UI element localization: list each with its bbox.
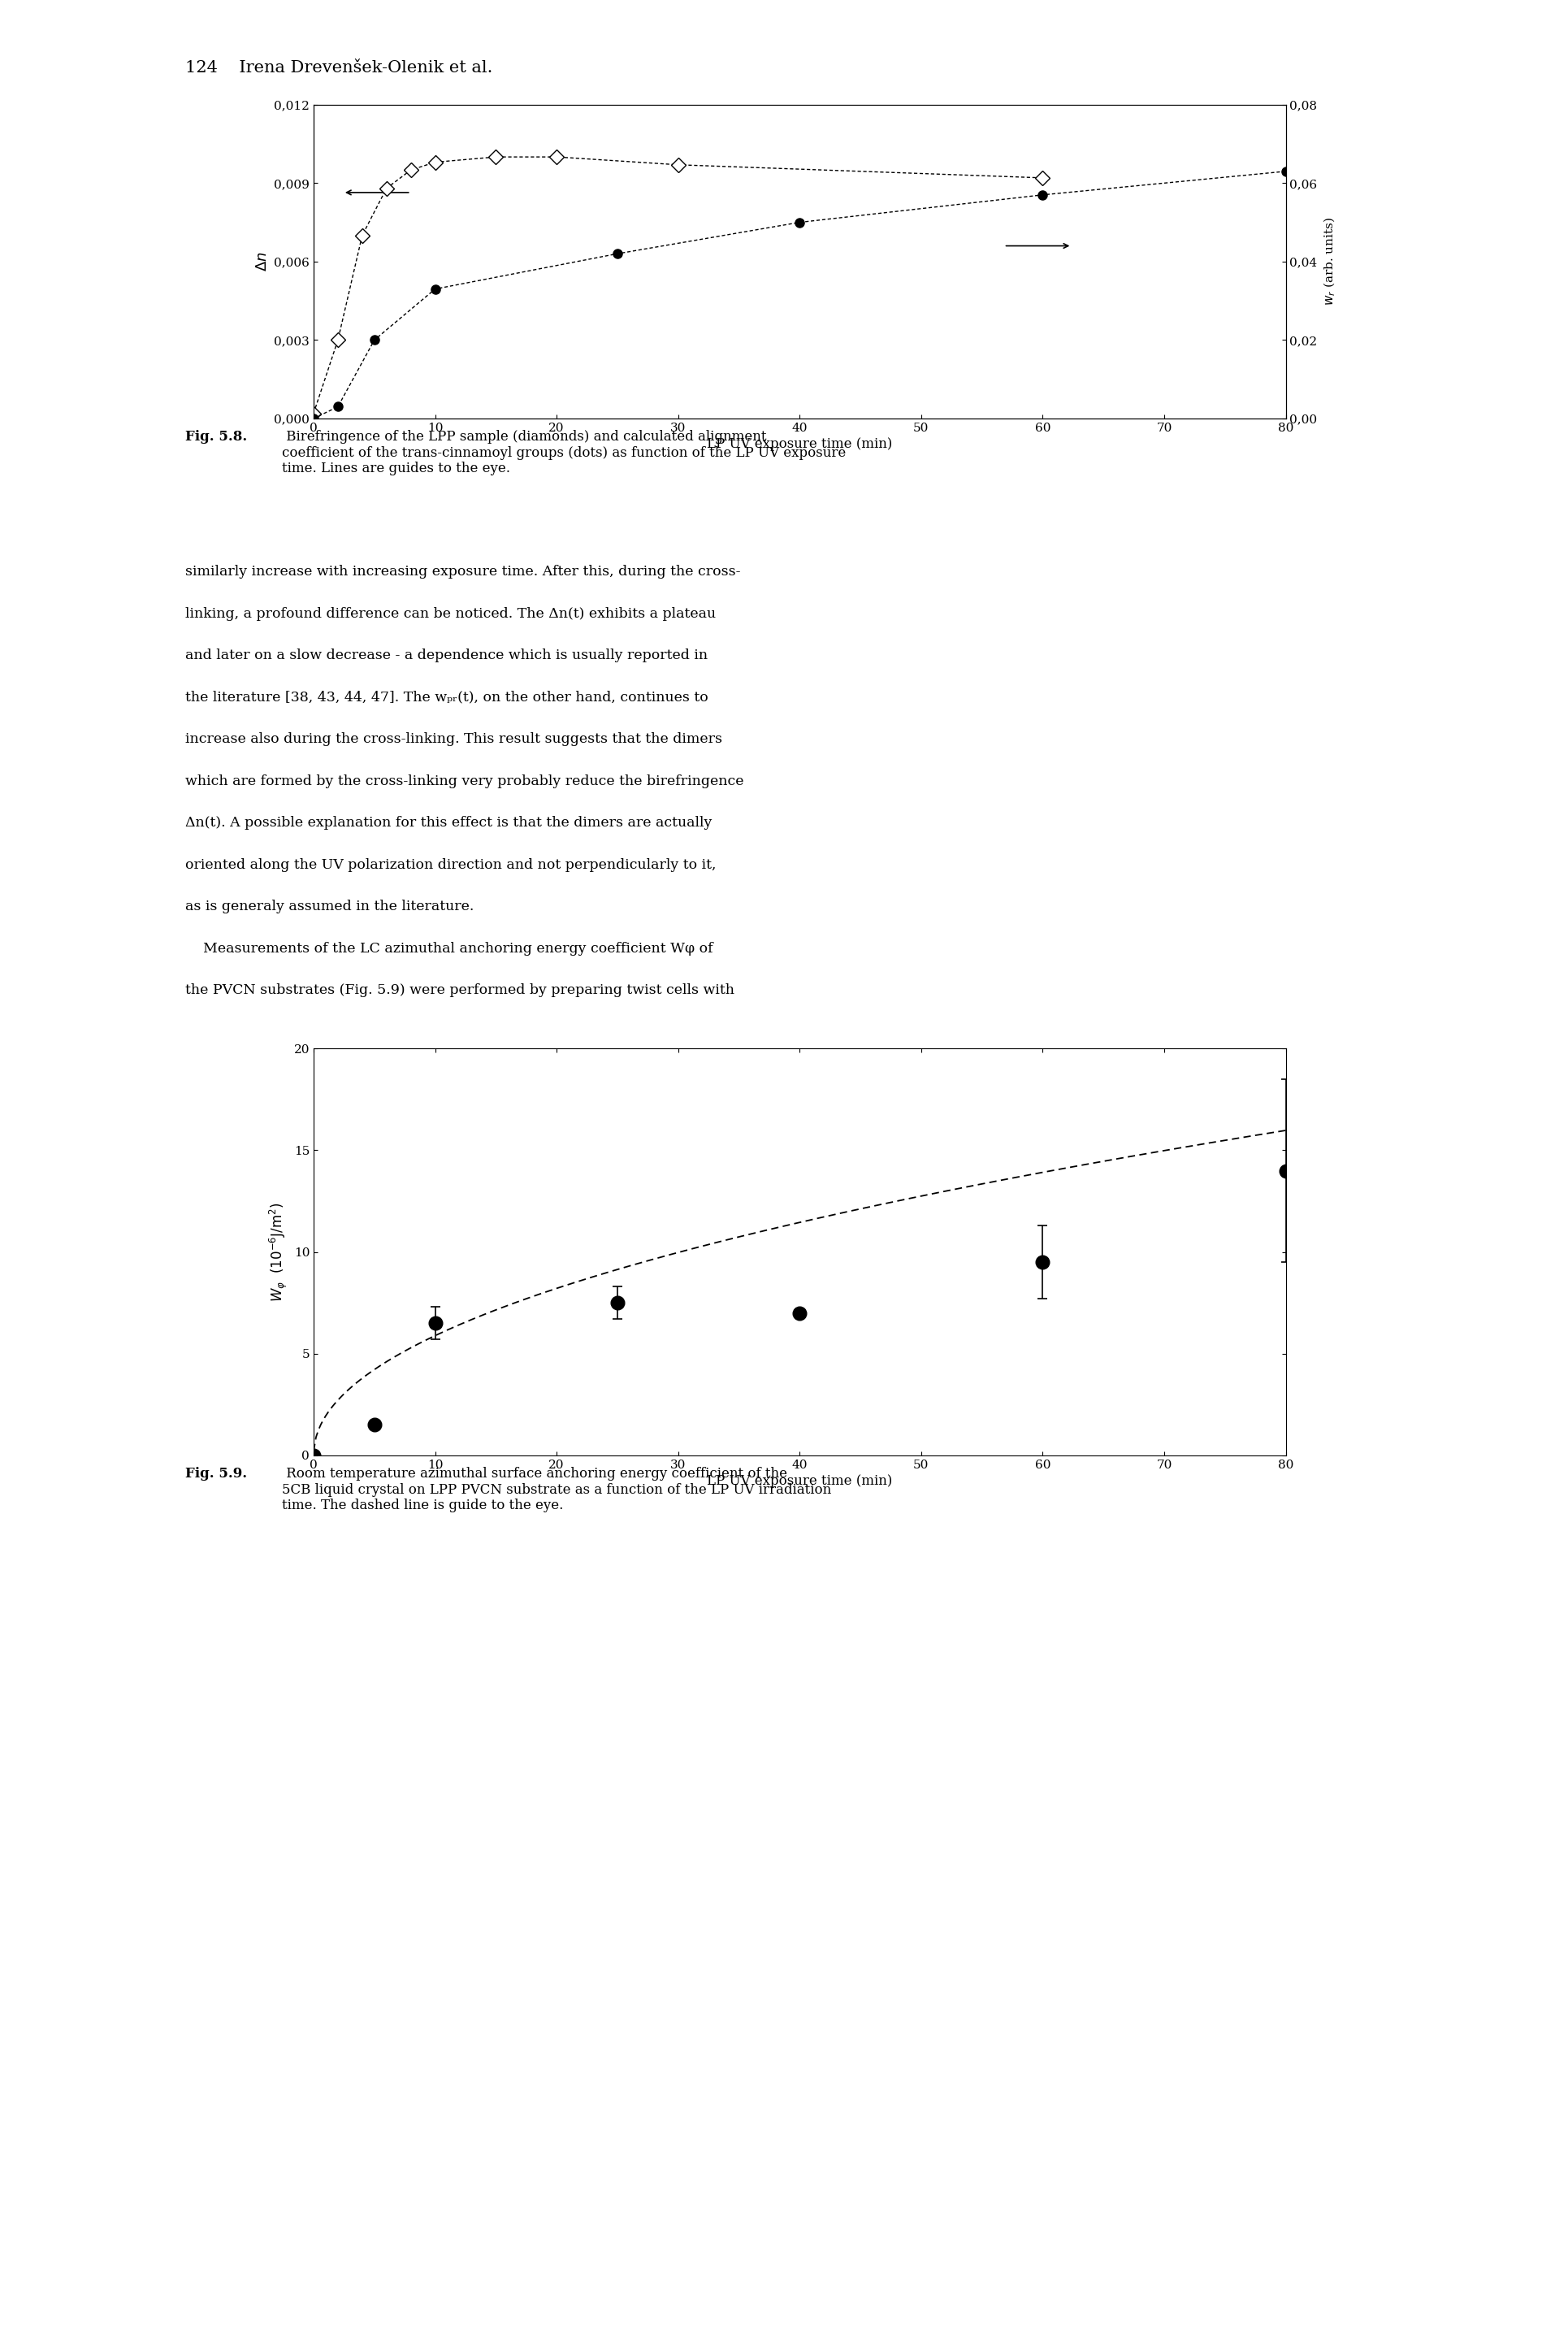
- Y-axis label: $W_{\varphi}$  $(10^{-6}\mathrm{J/m}^2)$: $W_{\varphi}$ $(10^{-6}\mathrm{J/m}^2)$: [268, 1202, 289, 1302]
- Text: 124    Irena Drevenšek-Olenik et al.: 124 Irena Drevenšek-Olenik et al.: [185, 60, 492, 77]
- Text: the PVCN substrates (Fig. 5.9) were performed by preparing twist cells with: the PVCN substrates (Fig. 5.9) were perf…: [185, 983, 734, 997]
- Text: linking, a profound difference can be noticed. The Δn(t) exhibits a plateau: linking, a profound difference can be no…: [185, 607, 715, 621]
- Text: Fig. 5.8.: Fig. 5.8.: [185, 430, 248, 444]
- Text: similarly increase with increasing exposure time. After this, during the cross-: similarly increase with increasing expos…: [185, 565, 740, 579]
- Text: as is generaly assumed in the literature.: as is generaly assumed in the literature…: [185, 900, 474, 914]
- Text: the literature [38, 43, 44, 47]. The wₚᵣ(t), on the other hand, continues to: the literature [38, 43, 44, 47]. The wₚᵣ…: [185, 691, 709, 704]
- Y-axis label: $w_r$ (arb. units): $w_r$ (arb. units): [1322, 216, 1338, 307]
- Text: Measurements of the LC azimuthal anchoring energy coefficient Wφ of: Measurements of the LC azimuthal anchori…: [185, 942, 713, 956]
- Text: oriented along the UV polarization direction and not perpendicularly to it,: oriented along the UV polarization direc…: [185, 858, 717, 872]
- Text: Δn(t). A possible explanation for this effect is that the dimers are actually: Δn(t). A possible explanation for this e…: [185, 816, 712, 830]
- Y-axis label: $\Delta n$: $\Delta n$: [256, 251, 270, 272]
- X-axis label: LP UV exposure time (min): LP UV exposure time (min): [707, 1474, 892, 1488]
- Text: Birefringence of the LPP sample (diamonds) and calculated alignment
coefficient : Birefringence of the LPP sample (diamond…: [282, 430, 847, 477]
- Text: Room temperature azimuthal surface anchoring energy coefficient of the
5CB liqui: Room temperature azimuthal surface ancho…: [282, 1467, 831, 1514]
- Text: and later on a slow decrease - a dependence which is usually reported in: and later on a slow decrease - a depende…: [185, 649, 707, 663]
- X-axis label: LP UV exposure time (min): LP UV exposure time (min): [707, 437, 892, 451]
- Text: which are formed by the cross-linking very probably reduce the birefringence: which are formed by the cross-linking ve…: [185, 774, 743, 788]
- Text: increase also during the cross-linking. This result suggests that the dimers: increase also during the cross-linking. …: [185, 732, 721, 746]
- Text: Fig. 5.9.: Fig. 5.9.: [185, 1467, 246, 1481]
